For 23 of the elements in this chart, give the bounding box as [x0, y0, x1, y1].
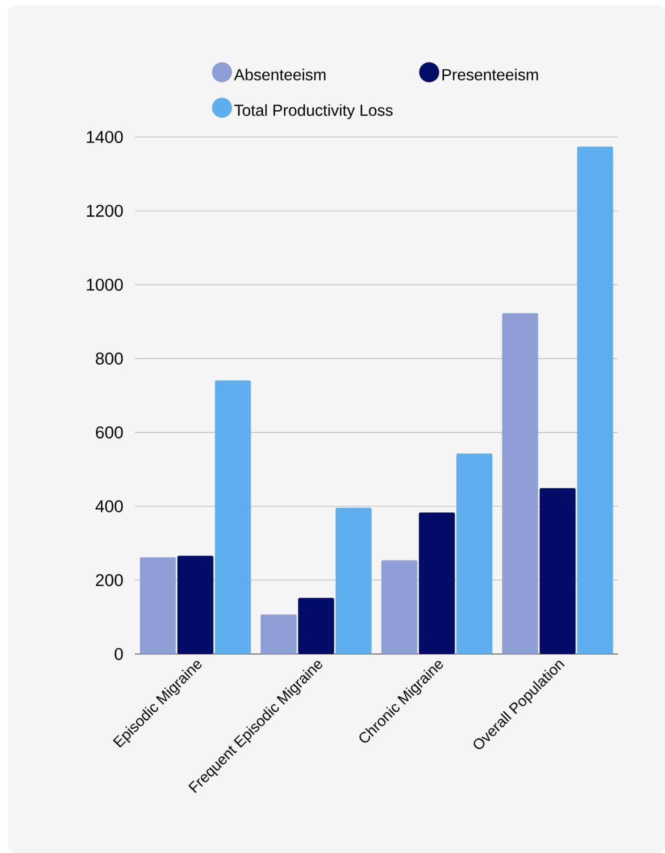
y-tick-label: 800	[96, 352, 123, 365]
y-tick-label: 400	[95, 500, 123, 512]
bar	[502, 313, 538, 654]
bar	[177, 556, 214, 654]
y-tick-label: 1400	[86, 130, 123, 144]
bar	[418, 512, 455, 654]
bar	[140, 557, 176, 654]
bar	[456, 453, 492, 654]
bar	[298, 598, 334, 654]
y-tick-label: 200	[96, 574, 123, 586]
y-tick-label: 600	[96, 426, 123, 438]
bar	[381, 560, 418, 654]
bar	[336, 508, 372, 654]
legend-label: Absenteeism	[234, 68, 326, 80]
legend-label: Presenteeism	[442, 68, 538, 80]
bar	[260, 614, 297, 654]
bar	[577, 146, 614, 654]
legend-label: Total Productivity Loss	[234, 104, 393, 120]
y-tick-label: 0	[114, 648, 123, 660]
bar	[214, 380, 251, 654]
y-tick-label: 1200	[86, 204, 123, 217]
bar	[540, 488, 576, 654]
y-tick-label: 1000	[86, 278, 123, 291]
